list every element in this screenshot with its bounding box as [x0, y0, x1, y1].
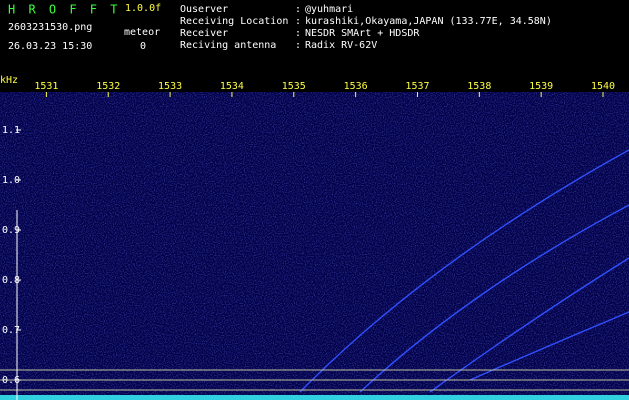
x-tick-label: 1534: [220, 81, 244, 92]
x-tick-label: 1533: [158, 81, 182, 92]
noise: [0, 92, 629, 400]
baseline-noise: [0, 395, 629, 400]
y-tick-label: 1.0: [2, 175, 20, 186]
mode: meteor: [124, 27, 160, 38]
y-tick-label: 0.8: [2, 275, 20, 286]
x-tick-label: 1536: [344, 81, 368, 92]
y-tick-label: 0.9: [2, 225, 20, 236]
field-sep: :: [295, 40, 301, 51]
field-label: Receiving Location: [180, 16, 288, 27]
field-value: kurashiki,Okayama,JAPAN (133.77E, 34.58N…: [305, 16, 552, 27]
traces: [299, 149, 629, 393]
field-sep: :: [295, 4, 301, 15]
count: 0: [140, 41, 146, 52]
x-tick-label: 1539: [529, 81, 553, 92]
x-tick-label: 1535: [282, 81, 306, 92]
field-label: Reciving antenna: [180, 40, 276, 51]
x-tick-label: 1540: [591, 81, 615, 92]
y-tick-label: 0.7: [2, 325, 20, 336]
field-sep: :: [295, 16, 301, 27]
field-value: Radix RV-62V: [305, 40, 377, 51]
y-label: kHz: [0, 75, 18, 86]
reference-lines: [0, 369, 629, 391]
x-tick-label: 1531: [34, 81, 58, 92]
version: 1.0.0f: [125, 3, 161, 14]
field-value: @yuhmari: [305, 4, 353, 15]
file-name: 2603231530.png: [8, 22, 92, 33]
field-value: NESDR SMArt + HDSDR: [305, 28, 420, 39]
app-name: H R O F F T: [8, 3, 120, 17]
x-tick-label: 1532: [96, 81, 120, 92]
field-label: Receiver: [180, 28, 228, 39]
field-label: Ouserver: [180, 4, 228, 15]
datetime: 26.03.23 15:30: [8, 41, 92, 52]
field-sep: :: [295, 28, 301, 39]
x-tick-label: 1537: [405, 81, 429, 92]
y-tick-label: 0.6: [2, 375, 20, 386]
y-tick-label: 1.1: [2, 125, 20, 136]
x-tick-label: 1538: [467, 81, 491, 92]
